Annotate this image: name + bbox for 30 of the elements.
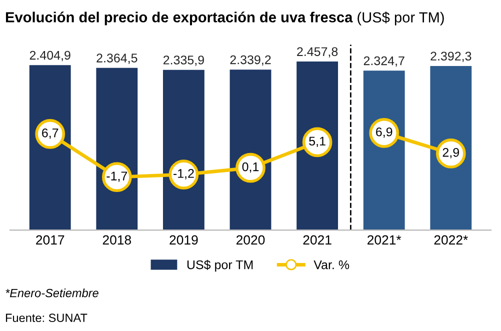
data-label: 2.335,9 [163,56,204,66]
data-label: 6,9 [376,127,392,138]
data-label: 0,1 [242,162,259,173]
x-tick-label: 2021 [303,235,332,245]
data-label: 2.457,8 [297,47,338,58]
data-label: 2.392,3 [430,52,472,62]
bar [430,66,472,230]
text: *Enero-Setiembre [6,288,98,298]
x-tick-label: 2017 [36,235,64,245]
data-label: -1,2 [173,169,194,180]
x-tick-label: 2018 [102,235,132,245]
x-tick-label: 2022* [434,235,468,245]
data-label: 5,1 [309,136,326,148]
bar [296,62,338,230]
data-label: 6,7 [42,128,58,139]
source-note: Fuente: SUNAT [6,314,88,322]
x-tick-label: 2021* [368,235,402,245]
data-label: 2.404,9 [30,50,70,62]
chart-subtitle: (US$ por TM) [358,12,444,26]
data-label: 2,9 [442,148,459,158]
data-label: -1,7 [106,172,128,182]
data-label: 2.324,7 [364,56,404,67]
data-label: 2.339,2 [230,55,271,66]
x-tick-label: 2019 [170,235,198,245]
data-label: 2.364,5 [96,54,138,64]
chart-title: Evolución del precio de exportación de uva fresca [6,12,353,26]
bar [363,70,405,230]
legend-label: US$ por TM [187,260,253,272]
legend-label: Var. % [314,260,350,270]
x-tick-label: 2020 [236,235,265,245]
